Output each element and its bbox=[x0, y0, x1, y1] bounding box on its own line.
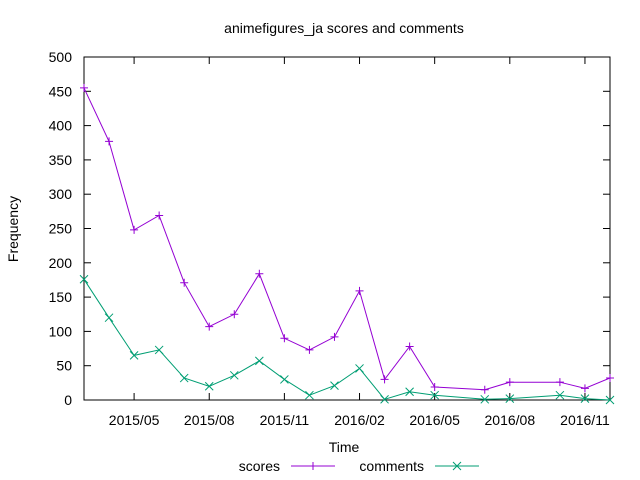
y-tick-label: 450 bbox=[49, 83, 73, 99]
series-scores bbox=[80, 83, 614, 394]
legend-marker-scores bbox=[309, 462, 317, 470]
plot-frame bbox=[83, 56, 611, 401]
y-tick-label: 200 bbox=[49, 255, 73, 271]
x-axis: 2015/05 2015/08 2015/11 2016/02 2016/05 2016/… bbox=[109, 57, 610, 428]
y-tick-label: 500 bbox=[49, 49, 73, 65]
data-point-comments bbox=[505, 394, 515, 403]
y-tick-label: 0 bbox=[64, 392, 72, 408]
x-tick-label: 2016/05 bbox=[409, 412, 460, 428]
y-tick-label: 400 bbox=[49, 118, 73, 134]
data-point-scores bbox=[130, 225, 139, 234]
data-point-comments bbox=[355, 364, 364, 373]
y-tick-label: 150 bbox=[49, 289, 73, 305]
data-point-scores bbox=[230, 310, 239, 319]
data-point-comments bbox=[405, 387, 414, 397]
y-tick-label: 50 bbox=[56, 358, 72, 374]
data-point-comments bbox=[79, 274, 89, 284]
data-point-scores bbox=[80, 83, 88, 92]
data-point-scores bbox=[480, 385, 489, 394]
data-point-comments bbox=[129, 351, 139, 360]
data-point-comments bbox=[104, 313, 114, 323]
y-tick-label: 250 bbox=[49, 221, 73, 237]
data-point-scores bbox=[606, 374, 614, 383]
legend-label-scores: scores bbox=[239, 458, 280, 474]
data-point-comments bbox=[229, 370, 239, 380]
y-axis-title: Frequency bbox=[5, 196, 21, 262]
data-point-comments bbox=[280, 375, 289, 384]
data-point-comments bbox=[380, 394, 389, 404]
data-point-comments bbox=[254, 356, 264, 366]
data-point-scores bbox=[380, 375, 389, 384]
x-tick-label: 2015/11 bbox=[260, 412, 310, 428]
data-point-scores bbox=[405, 342, 414, 351]
data-point-scores bbox=[155, 211, 164, 220]
data-point-scores bbox=[505, 378, 514, 387]
data-point-comments bbox=[480, 394, 490, 404]
data-point-scores bbox=[355, 286, 364, 295]
y-tick-label: 350 bbox=[49, 152, 73, 168]
y-tick-label: 300 bbox=[49, 186, 73, 202]
x-tick-label: 2016/02 bbox=[334, 412, 385, 428]
series-line-scores bbox=[83, 87, 611, 391]
legend-marker-comments bbox=[452, 461, 462, 471]
x-tick-label: 2015/08 bbox=[184, 412, 235, 428]
plot-border bbox=[83, 56, 611, 401]
data-point-scores bbox=[305, 345, 314, 354]
data-point-comments bbox=[330, 381, 339, 390]
series-line-comments bbox=[83, 279, 611, 401]
data-point-comments bbox=[179, 373, 189, 383]
data-point-scores bbox=[555, 378, 564, 387]
series-comments bbox=[79, 274, 615, 405]
series-layer bbox=[79, 83, 615, 405]
data-point-comments bbox=[605, 395, 615, 405]
x-tick-label: 2016/08 bbox=[485, 412, 536, 428]
data-point-comments bbox=[555, 390, 565, 400]
data-point-scores bbox=[105, 137, 114, 146]
data-point-scores bbox=[430, 382, 439, 391]
data-point-scores bbox=[580, 384, 589, 393]
x-axis-title: Time bbox=[329, 439, 360, 455]
x-tick-label: 2015/05 bbox=[109, 412, 160, 428]
x-tick-label: 2016/11 bbox=[560, 412, 610, 428]
data-point-comments bbox=[430, 390, 440, 400]
legend: scores comments bbox=[239, 458, 479, 474]
y-tick-label: 100 bbox=[49, 323, 73, 339]
data-point-comments bbox=[305, 390, 314, 400]
data-point-scores bbox=[330, 332, 339, 341]
data-point-scores bbox=[205, 322, 214, 331]
chart-title: animefigures_ja scores and comments bbox=[224, 20, 464, 36]
data-point-comments bbox=[204, 381, 214, 391]
data-point-scores bbox=[180, 278, 189, 287]
y-axis: 0 50 100 150 200 250 300 350 400 450 500 bbox=[49, 49, 610, 408]
data-point-comments bbox=[580, 394, 590, 403]
data-point-scores bbox=[280, 334, 289, 343]
data-point-comments bbox=[154, 345, 164, 355]
data-point-scores bbox=[255, 269, 264, 278]
legend-label-comments: comments bbox=[359, 458, 424, 474]
